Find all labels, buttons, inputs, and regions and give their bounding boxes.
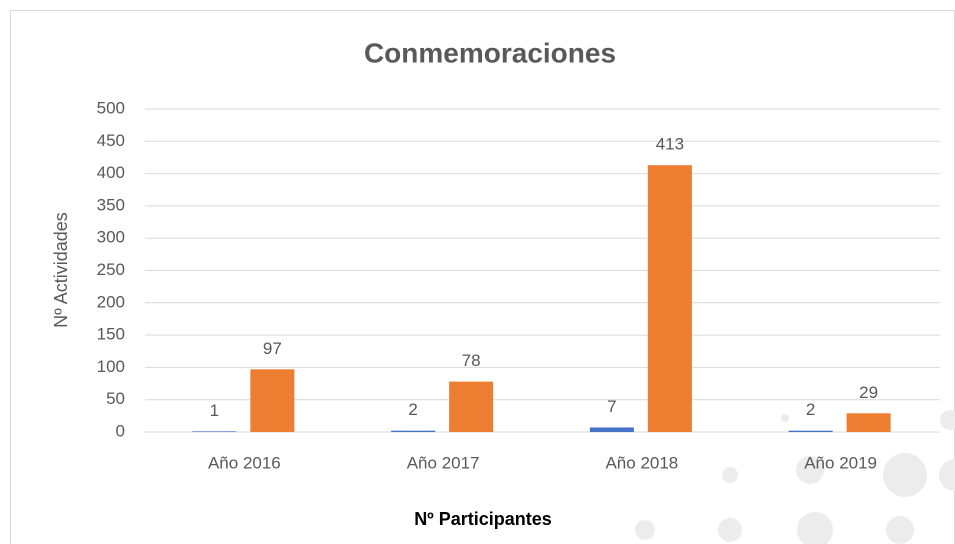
chart-title: Conmemoraciones (364, 37, 616, 68)
data-label: 29 (859, 383, 878, 402)
bar (788, 430, 833, 432)
y-tick-label: 300 (97, 228, 125, 247)
x-tick-label: Año 2019 (804, 453, 877, 472)
x-axis-label: Nº Participantes (414, 509, 552, 529)
bar (589, 427, 634, 432)
x-tick-label: Año 2017 (407, 453, 480, 472)
data-label: 78 (462, 351, 481, 370)
background-decoration (635, 410, 955, 544)
bar (846, 413, 891, 432)
bar (250, 369, 295, 432)
data-label: 413 (656, 135, 684, 154)
y-tick-label: 100 (97, 357, 125, 376)
data-label: 2 (806, 400, 815, 419)
y-tick-label: 500 (97, 98, 125, 117)
y-tick-label: 150 (97, 325, 125, 344)
y-tick-label: 400 (97, 163, 125, 182)
x-tick-label: Año 2016 (208, 453, 281, 472)
y-tick-label: 50 (106, 389, 125, 408)
data-label: 97 (263, 339, 282, 358)
y-axis-label: Nº Actividades (51, 212, 71, 328)
bar (449, 381, 494, 432)
x-tick-label: Año 2018 (605, 453, 678, 472)
y-tick-label: 350 (97, 195, 125, 214)
y-tick-label: 0 (116, 421, 125, 440)
chart-frame (10, 10, 955, 544)
y-tick-label: 200 (97, 292, 125, 311)
bar (647, 165, 692, 432)
data-label: 1 (210, 401, 219, 420)
bar (391, 430, 436, 432)
y-tick-label: 450 (97, 131, 125, 150)
y-tick-label: 250 (97, 260, 125, 279)
bar (192, 431, 237, 432)
data-label: 2 (408, 400, 417, 419)
data-label: 7 (607, 397, 616, 416)
